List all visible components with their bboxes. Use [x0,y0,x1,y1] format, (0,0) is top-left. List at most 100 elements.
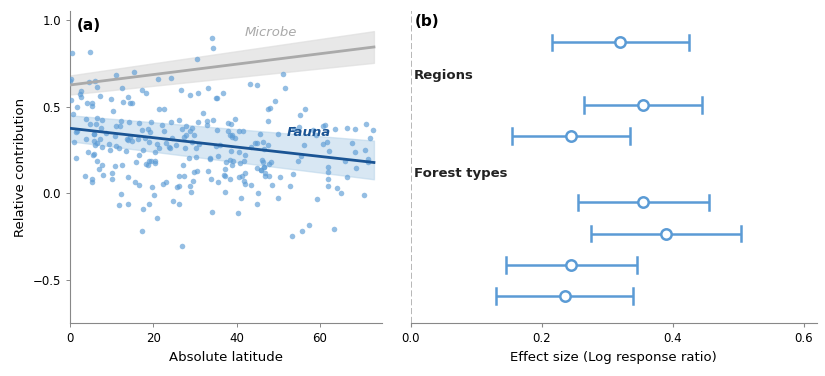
Point [73,91,87,97]
Point [102,141,116,147]
Point [169,142,182,148]
Point [165,135,178,141]
Point [219,166,232,172]
Point [106,108,120,114]
Point [223,176,236,182]
Point [136,147,149,153]
Point [96,144,109,150]
Point [274,174,287,180]
Point [251,165,264,171]
Point [212,153,225,159]
Point [96,117,109,123]
Point [311,196,324,202]
Point [276,71,290,77]
Point [177,173,191,179]
Point [153,106,166,112]
Y-axis label: Relative contribution: Relative contribution [14,98,27,237]
Point [82,79,96,85]
Point [159,140,172,146]
Point [224,121,238,127]
Point [167,198,180,204]
Point [137,206,150,212]
Point [67,111,80,117]
X-axis label: Effect size (Log response ratio): Effect size (Log response ratio) [511,351,717,364]
Point [121,174,134,180]
Point [338,158,351,164]
Point [262,118,275,124]
Point [357,192,370,198]
Point [214,142,227,148]
Point [144,120,158,126]
Point [292,124,305,130]
Point [104,96,117,102]
Point [115,118,128,124]
Point [110,123,123,129]
Point [320,139,333,145]
Text: Microbe: Microbe [245,26,297,39]
Point [335,190,348,196]
Point [122,119,135,125]
Point [190,168,203,174]
Point [262,142,275,148]
Point [298,106,311,112]
Point [103,147,116,153]
Point [298,142,311,148]
Point [262,161,276,167]
Point [225,132,238,138]
Point [97,172,110,178]
Point [233,160,246,166]
Point [85,179,98,185]
Point [139,90,153,96]
Point [294,112,307,118]
Point [130,159,143,165]
Point [148,158,162,164]
Point [192,141,205,147]
Point [183,92,196,99]
Point [219,173,232,179]
Point [204,156,217,162]
Point [88,142,101,148]
Point [165,119,178,125]
Point [131,136,144,142]
Point [80,116,93,122]
Point [183,128,196,134]
Point [224,148,238,154]
Point [244,144,257,150]
Point [177,162,190,168]
Point [179,132,192,138]
Point [144,129,157,135]
Point [121,138,134,144]
Point [163,145,177,151]
Point [223,157,236,163]
Point [322,169,335,175]
Point [225,162,238,168]
Point [83,49,97,55]
Point [262,173,276,179]
Point [148,192,161,198]
Point [125,100,139,106]
Text: Forest types: Forest types [414,167,507,180]
Point [219,189,232,195]
Point [251,82,264,88]
Point [90,158,103,164]
Point [115,191,128,197]
Point [271,130,284,136]
Point [88,78,101,84]
Point [317,141,330,147]
Point [196,110,210,116]
Point [179,145,192,151]
Point [80,100,93,106]
Point [200,118,214,124]
Point [203,155,216,161]
Point [158,128,171,134]
Point [87,151,101,157]
Point [87,138,101,144]
Point [114,123,127,129]
Point [250,200,263,206]
Point [364,135,377,141]
Point [81,149,94,155]
Point [91,115,104,121]
Point [190,56,203,62]
X-axis label: Absolute latitude: Absolute latitude [169,351,283,364]
Text: (b): (b) [415,14,440,29]
